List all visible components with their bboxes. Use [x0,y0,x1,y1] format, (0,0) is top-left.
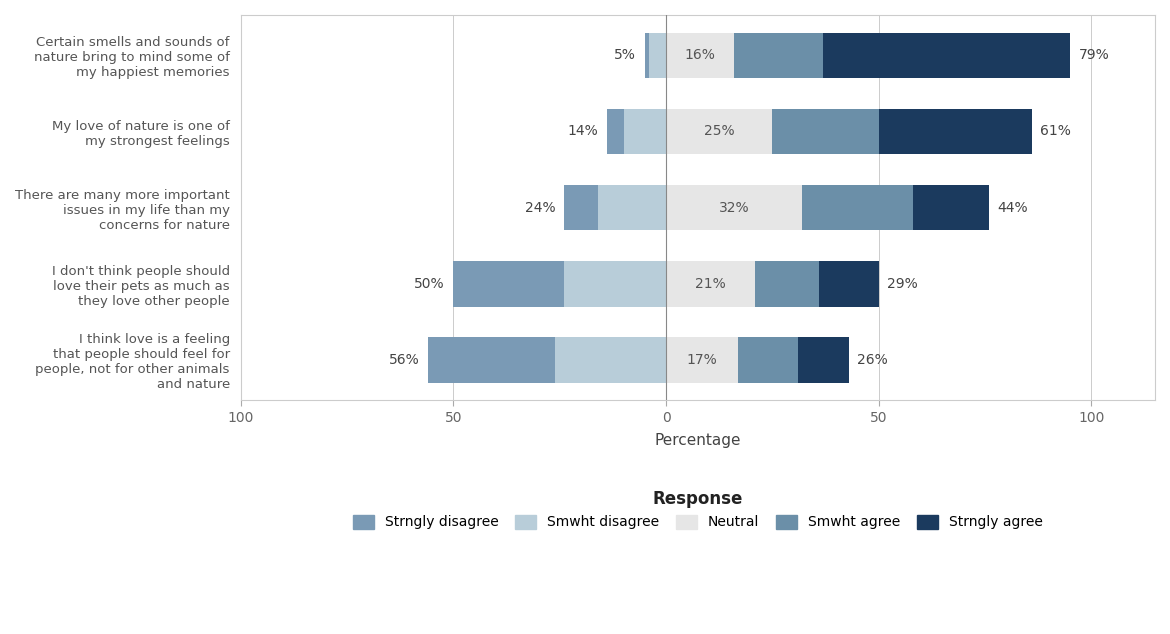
Legend: Strngly disagree, Smwht disagree, Neutral, Smwht agree, Strngly agree: Strngly disagree, Smwht disagree, Neutra… [347,484,1048,535]
Bar [454,261,564,306]
X-axis label: Percentage: Percentage [655,433,741,448]
Bar [756,261,819,306]
Text: 79%: 79% [1079,48,1109,62]
Bar [666,337,738,383]
Text: 26%: 26% [858,353,888,367]
Bar [666,32,734,78]
Text: 24%: 24% [525,200,556,214]
Text: 5%: 5% [614,48,636,62]
Text: 17%: 17% [687,353,717,367]
Text: 50%: 50% [414,276,445,291]
Bar [649,32,666,78]
Bar [803,184,913,230]
Bar [624,108,666,154]
Bar [428,337,556,383]
Bar [564,261,666,306]
Bar [819,261,879,306]
Text: 44%: 44% [998,200,1028,214]
Bar [772,108,879,154]
Bar [564,184,598,230]
Text: 56%: 56% [388,353,419,367]
Bar [798,337,849,383]
Text: 29%: 29% [887,276,918,291]
Text: 25%: 25% [704,124,735,138]
Bar [666,184,803,230]
Bar [666,261,756,306]
Bar [879,108,1032,154]
Text: 21%: 21% [695,276,727,291]
Text: 16%: 16% [684,48,716,62]
Bar [913,184,989,230]
Bar [734,32,824,78]
Text: 14%: 14% [567,124,598,138]
Text: 61%: 61% [1040,124,1071,138]
Text: 32%: 32% [718,200,749,214]
Bar [666,108,772,154]
Bar [598,184,666,230]
Bar [738,337,798,383]
Bar [556,337,666,383]
Bar [645,32,649,78]
Bar [606,108,624,154]
Bar [824,32,1069,78]
